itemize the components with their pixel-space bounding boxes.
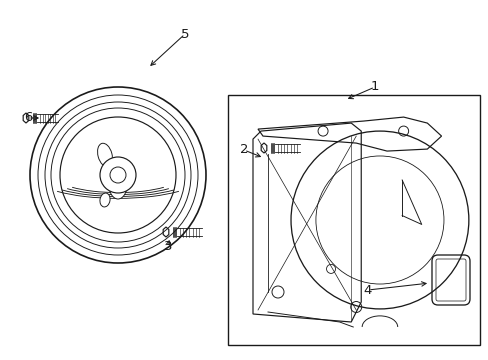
Text: 2: 2 xyxy=(239,144,248,157)
Text: 6: 6 xyxy=(24,112,32,125)
Text: 3: 3 xyxy=(163,239,172,252)
Ellipse shape xyxy=(98,143,112,167)
Ellipse shape xyxy=(109,171,127,199)
Ellipse shape xyxy=(100,193,110,207)
Circle shape xyxy=(60,117,176,233)
Text: 4: 4 xyxy=(363,284,371,297)
Circle shape xyxy=(100,157,136,193)
Text: 1: 1 xyxy=(370,81,379,94)
Bar xyxy=(227,95,479,345)
Text: 5: 5 xyxy=(181,27,189,40)
